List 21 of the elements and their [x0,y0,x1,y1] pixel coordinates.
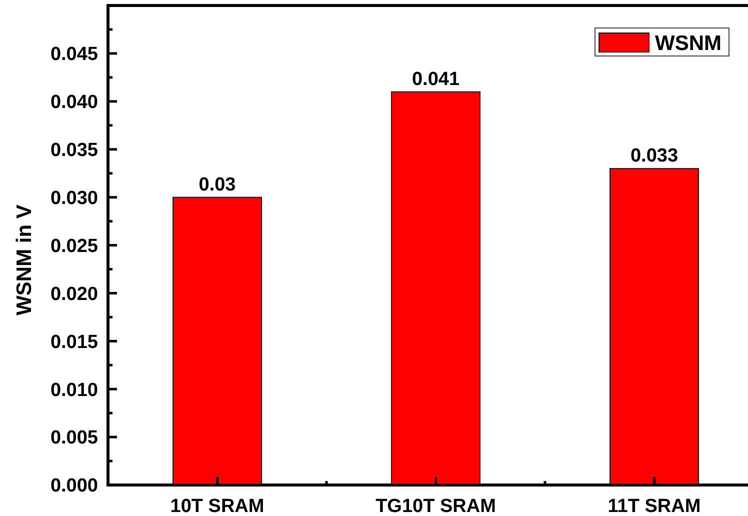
x-tick-label: TG10T SRAM [376,496,496,516]
bar [172,196,262,486]
y-tick-label: 0.040 [50,92,98,114]
x-tick-label: 10T SRAM [170,496,264,516]
y-tick-label: 0.035 [50,140,98,161]
y-axis-title: WSNM in V [13,204,36,316]
y-tick-label: 0.005 [50,428,98,449]
y-tick-label: 0.000 [50,476,98,497]
legend-label: WSNM [655,32,722,55]
y-tick-label: 0.030 [50,188,98,209]
data-label: 0.033 [630,146,678,167]
bar [391,91,480,486]
y-tick-label: 0.010 [50,380,98,401]
y-tick-label: 0.015 [50,332,98,353]
x-tick-label: 11T SRAM [608,496,701,516]
y-tick-label: 0.045 [50,44,98,66]
data-label: 0.03 [198,174,236,196]
data-label: 0.041 [412,68,460,90]
y-tick-label: 0.025 [50,236,98,257]
y-tick-label: 0.020 [50,284,98,305]
bar [610,168,699,486]
